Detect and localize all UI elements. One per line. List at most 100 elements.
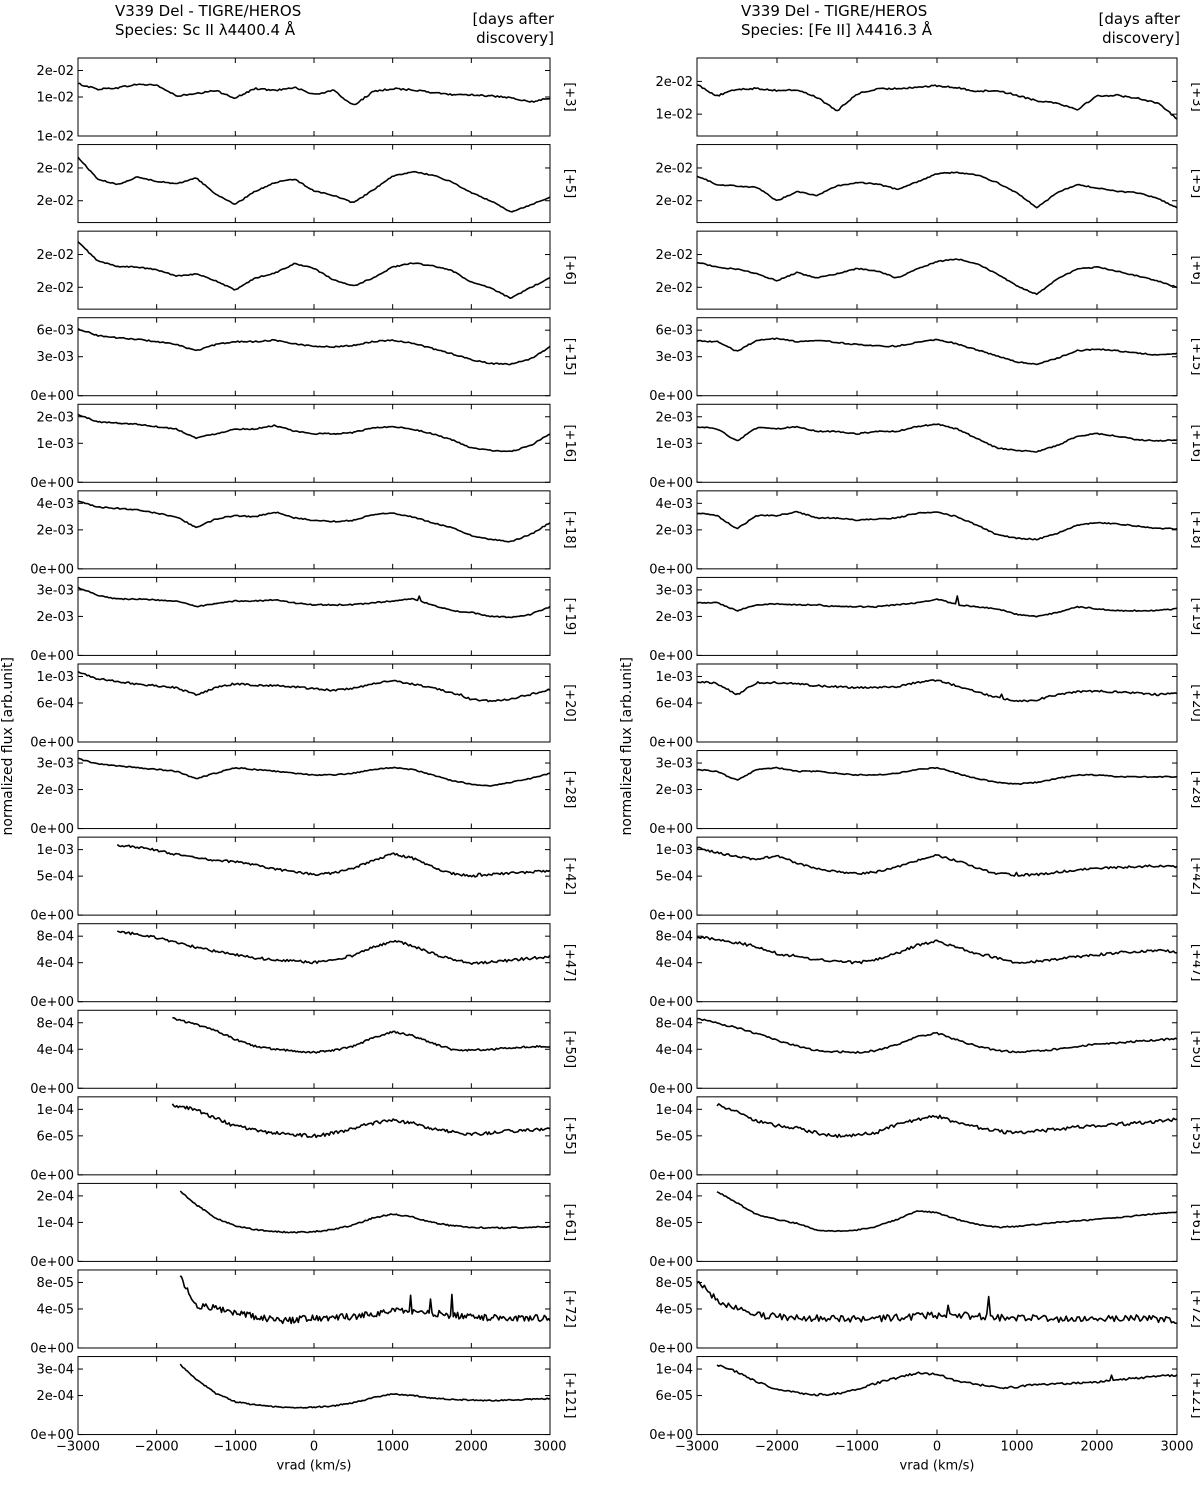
spectrum-panel: 2e-03 1e-03 0e+00 [+16] bbox=[30, 403, 577, 491]
y-tick-label: 2e-02 bbox=[655, 248, 693, 263]
y-tick-label: 1e-03 bbox=[36, 437, 74, 452]
panel-frame bbox=[696, 750, 1178, 830]
y-tick-label: 3e-03 bbox=[655, 583, 693, 598]
y-tick-label: 2e-04 bbox=[36, 1389, 74, 1404]
days-label: [+19] bbox=[1189, 598, 1200, 636]
y-tick-label: 0e+00 bbox=[30, 1428, 74, 1443]
y-tick-label: 2e-03 bbox=[36, 610, 74, 625]
spectrum-panel: 1e-03 5e-04 0e+00 [+42] bbox=[649, 836, 1200, 924]
spectrum-panel: 4e-03 2e-03 0e+00 [+18] bbox=[649, 490, 1200, 577]
spectrum-line bbox=[716, 1364, 1178, 1397]
y-tick-label: 1e-02 bbox=[36, 91, 74, 106]
y-tick-label: 6e-04 bbox=[655, 696, 693, 711]
spectrum-panel: 4e-03 2e-03 0e+00 [+18] bbox=[30, 490, 577, 577]
spectrum-line bbox=[179, 1363, 551, 1409]
days-label: [+3] bbox=[1189, 82, 1200, 111]
y-tick-label: 3e-03 bbox=[655, 350, 693, 365]
panel-frame bbox=[696, 144, 1178, 224]
right-days-header-line1: [days after bbox=[1098, 10, 1180, 28]
y-tick-label: 1e-04 bbox=[36, 1216, 74, 1231]
y-tick-label: 1e-03 bbox=[655, 437, 693, 452]
spectrum-panel: 3e-03 2e-03 0e+00 [+28] bbox=[649, 750, 1200, 837]
days-label: [+61] bbox=[1189, 1204, 1200, 1242]
spectrum-line bbox=[696, 337, 1178, 366]
y-tick-label: 1e-03 bbox=[655, 843, 693, 858]
y-tick-label: 8e-05 bbox=[655, 1216, 693, 1231]
y-tick-label: 8e-04 bbox=[655, 1016, 693, 1031]
days-label: [+5] bbox=[1189, 169, 1200, 198]
days-label: [+3] bbox=[562, 82, 577, 111]
y-tick-label: 0e+00 bbox=[649, 1428, 693, 1443]
y-tick-label: 2e-04 bbox=[655, 1189, 693, 1204]
y-tick-label: 0e+00 bbox=[30, 1082, 74, 1097]
days-label: [+16] bbox=[562, 424, 577, 462]
y-tick-label: 8e-05 bbox=[655, 1276, 693, 1291]
spectrum-line bbox=[172, 1016, 551, 1054]
days-label: [+19] bbox=[562, 598, 577, 636]
y-tick-label: 0e+00 bbox=[30, 562, 74, 577]
y-tick-label: 0e+00 bbox=[30, 1168, 74, 1183]
y-tick-label: 0e+00 bbox=[649, 995, 693, 1010]
panel-frame bbox=[696, 403, 1178, 483]
panel-frame bbox=[696, 663, 1178, 743]
y-tick-label: 4e-03 bbox=[655, 497, 693, 512]
left-days-header: [days after discovery] bbox=[466, 10, 554, 48]
x-tick-label: 0 bbox=[310, 1440, 318, 1455]
panel-frame bbox=[77, 144, 551, 224]
spectrum-line bbox=[697, 935, 1177, 965]
spectrum-panel: 1e-03 5e-04 0e+00 [+42] bbox=[30, 836, 577, 924]
spectrum-panel: 2e-04 8e-05 0e+00 [+61] bbox=[649, 1182, 1200, 1270]
y-tick-label: 2e-02 bbox=[36, 194, 74, 209]
y-tick-label: 6e-05 bbox=[36, 1129, 74, 1144]
days-label: [+72] bbox=[562, 1290, 577, 1328]
y-tick-label: 3e-03 bbox=[36, 757, 74, 772]
days-label: [+20] bbox=[1189, 684, 1200, 722]
spectrum-line bbox=[696, 679, 1178, 703]
panel-frame bbox=[77, 1182, 551, 1262]
y-tick-label: 2e-02 bbox=[36, 64, 74, 79]
spectrum-line bbox=[77, 670, 551, 703]
y-tick-label: 0e+00 bbox=[649, 909, 693, 924]
spectrum-panel: 8e-04 4e-04 0e+00 [+50] bbox=[30, 1009, 577, 1097]
days-label: [+42] bbox=[562, 857, 577, 895]
y-tick-label: 1e-02 bbox=[36, 130, 74, 145]
days-label: [+16] bbox=[1189, 424, 1200, 462]
spectrum-panel: 8e-04 4e-04 0e+00 [+47] bbox=[30, 923, 577, 1010]
y-tick-label: 1e-04 bbox=[655, 1363, 693, 1378]
days-label: [+50] bbox=[1189, 1030, 1200, 1068]
panel-frame bbox=[77, 317, 551, 397]
x-tick-label: −2000 bbox=[755, 1440, 799, 1455]
spectrum-panel: 2e-02 1e-02 1e-02 [+3] bbox=[36, 57, 577, 145]
y-tick-label: 2e-02 bbox=[36, 161, 74, 176]
spectrum-panel: 2e-02 2e-02 [+6] bbox=[36, 230, 577, 310]
spectrum-line bbox=[696, 1017, 1178, 1054]
spectrum-line bbox=[696, 766, 1178, 786]
spectrum-line bbox=[179, 1275, 551, 1325]
spectrum-line bbox=[77, 757, 551, 787]
panel-frame bbox=[77, 1269, 551, 1349]
y-tick-label: 0e+00 bbox=[30, 476, 74, 491]
spectrum-line bbox=[696, 846, 1178, 877]
spectrum-line bbox=[77, 82, 550, 106]
x-tick-label: −3000 bbox=[56, 1440, 100, 1455]
spectrum-panel: 8e-04 4e-04 0e+00 [+50] bbox=[649, 1009, 1200, 1097]
spectrum-panel: 2e-03 1e-03 0e+00 [+16] bbox=[649, 403, 1200, 491]
y-tick-label: 0e+00 bbox=[649, 562, 693, 577]
spectrum-line bbox=[77, 413, 551, 453]
spectrum-panel: 2e-02 2e-02 [+5] bbox=[36, 144, 577, 224]
spectrum-panel: 8e-05 4e-05 0e+00 [+72] bbox=[30, 1269, 577, 1356]
right-days-header: [days after discovery] bbox=[1092, 10, 1180, 48]
y-tick-label: 8e-04 bbox=[36, 1016, 74, 1031]
days-label: [+18] bbox=[1189, 511, 1200, 549]
days-label: [+28] bbox=[562, 771, 577, 809]
y-tick-label: 8e-04 bbox=[36, 930, 74, 945]
y-tick-label: 2e-02 bbox=[655, 281, 693, 296]
y-tick-label: 0e+00 bbox=[649, 1255, 693, 1270]
days-label: [+15] bbox=[562, 338, 577, 376]
y-tick-label: 0e+00 bbox=[649, 649, 693, 664]
y-tick-label: 2e-02 bbox=[655, 161, 693, 176]
y-tick-label: 2e-03 bbox=[655, 523, 693, 538]
x-tick-label: 3000 bbox=[533, 1440, 566, 1455]
spectrum-line bbox=[77, 156, 551, 213]
days-label: [+47] bbox=[1189, 944, 1200, 982]
